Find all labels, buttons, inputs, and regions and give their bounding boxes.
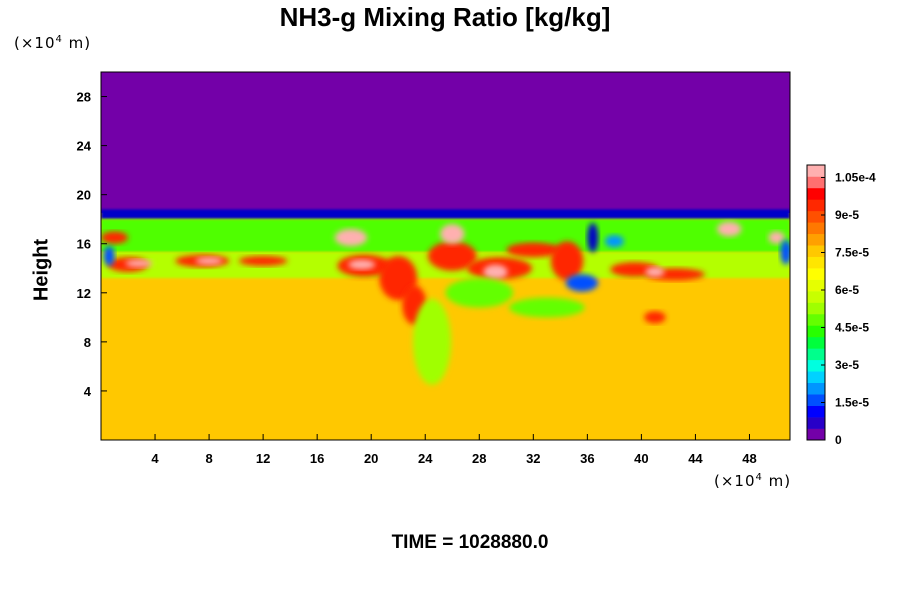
colorbar-segment (807, 245, 825, 257)
x-tick-label: 44 (688, 451, 703, 466)
colorbar-tick-label: 4.5e-5 (835, 321, 869, 335)
descending-plume (508, 297, 585, 318)
colorbar-segment (807, 417, 825, 429)
y-axis: 4 8 12 16 20 24 28 (77, 90, 107, 399)
peak-filament (768, 231, 785, 244)
peak-filament (195, 257, 223, 265)
colorbar-segment (807, 348, 825, 361)
colorbar-segment (807, 256, 825, 269)
colorbar-segment (807, 325, 825, 338)
x-tick-label: 36 (580, 451, 594, 466)
colorbar-segment (807, 210, 825, 223)
colorbar-tick-label: 7.5e-5 (835, 246, 869, 260)
low-value-intrusion (604, 235, 624, 248)
colorbar-segment (807, 187, 825, 200)
colorbar-segment (807, 394, 825, 406)
descending-plume (413, 298, 451, 385)
x-tick-label: 24 (418, 451, 433, 466)
peak-filament (125, 259, 153, 268)
low-value-intrusion (780, 240, 790, 265)
colorbar-segment (807, 359, 825, 372)
colorbar-segment (807, 279, 825, 292)
high-value-filament (506, 242, 561, 258)
x-axis: 4 8 12 16 20 24 28 32 36 40 44 48 (151, 434, 757, 466)
colorbar-segment (807, 176, 825, 189)
colorbar-segment (807, 405, 825, 418)
descending-plume (445, 278, 514, 308)
high-value-filament (238, 256, 288, 266)
colorbar-segment (807, 313, 825, 326)
colorbar-segment (807, 268, 825, 280)
x-tick-label: 40 (634, 451, 648, 466)
colorbar-frame (806, 164, 826, 441)
x-tick-label: 16 (310, 451, 324, 466)
mixing-layer (101, 209, 790, 385)
plot-frame (100, 71, 791, 441)
high-value-filament (644, 311, 666, 324)
colorbar-segment (807, 371, 825, 384)
time-label: TIME = 1028880.0 (391, 532, 549, 553)
colorbar-segment (807, 428, 825, 441)
colorbar-tick-label: 9e-5 (835, 208, 859, 222)
y-tick-label: 28 (77, 90, 91, 105)
y-tick-label: 12 (77, 286, 91, 301)
peak-filament (334, 229, 368, 247)
x-tick-label: 4 (151, 451, 159, 466)
colorbar-tick-label: 0 (835, 433, 842, 447)
chart-title: NH3-g Mixing Ratio [kg/kg] (279, 2, 611, 32)
peak-filament (348, 259, 376, 270)
high-value-filament (550, 241, 584, 281)
colorbar-segment (807, 165, 825, 177)
low-value-intrusion (565, 274, 599, 292)
colorbar-segment (807, 302, 825, 315)
x-tick-label: 32 (526, 451, 540, 466)
colorbar-segment (807, 199, 825, 212)
low-value-intrusion (103, 246, 115, 266)
y-tick-label: 8 (84, 335, 91, 350)
x-tick-label: 28 (472, 451, 486, 466)
colorbar-segment (807, 382, 825, 395)
colorbar-tick-label: 3e-5 (835, 358, 859, 372)
x-tick-label: 8 (205, 451, 212, 466)
colorbar: 0 1.5e-5 3e-5 4.5e-5 6e-5 7.5e-5 9e-5 1.05e-4 (806, 164, 876, 447)
x-tick-label: 12 (256, 451, 270, 466)
peak-filament (440, 224, 465, 244)
peak-filament (717, 221, 742, 237)
peak-filament (645, 267, 665, 277)
upper-region (101, 72, 790, 214)
colorbar-tick-label: 6e-5 (835, 283, 859, 297)
colorbar-segment (807, 336, 825, 349)
peak-filament (483, 264, 508, 280)
colorbar-segment (807, 222, 825, 235)
x-tick-label: 48 (742, 451, 756, 466)
colorbar-segment (807, 291, 825, 303)
low-value-intrusion (587, 222, 599, 253)
colorbar-tick-label: 1.05e-4 (835, 171, 876, 185)
x-tick-label: 20 (364, 451, 378, 466)
colorbar-segment (807, 233, 825, 246)
y-tick-label: 24 (77, 139, 92, 154)
heatmap-field (101, 72, 790, 440)
y-tick-label: 20 (77, 188, 91, 203)
high-value-filament (427, 241, 477, 271)
y-tick-label: 16 (77, 237, 91, 252)
y-tick-label: 4 (84, 384, 92, 399)
high-value-filament (101, 231, 129, 244)
x-axis-unit: (×104 m) (714, 472, 792, 490)
y-axis-unit: (×104 m) (14, 34, 92, 52)
colorbar-tick-label: 1.5e-5 (835, 396, 869, 410)
